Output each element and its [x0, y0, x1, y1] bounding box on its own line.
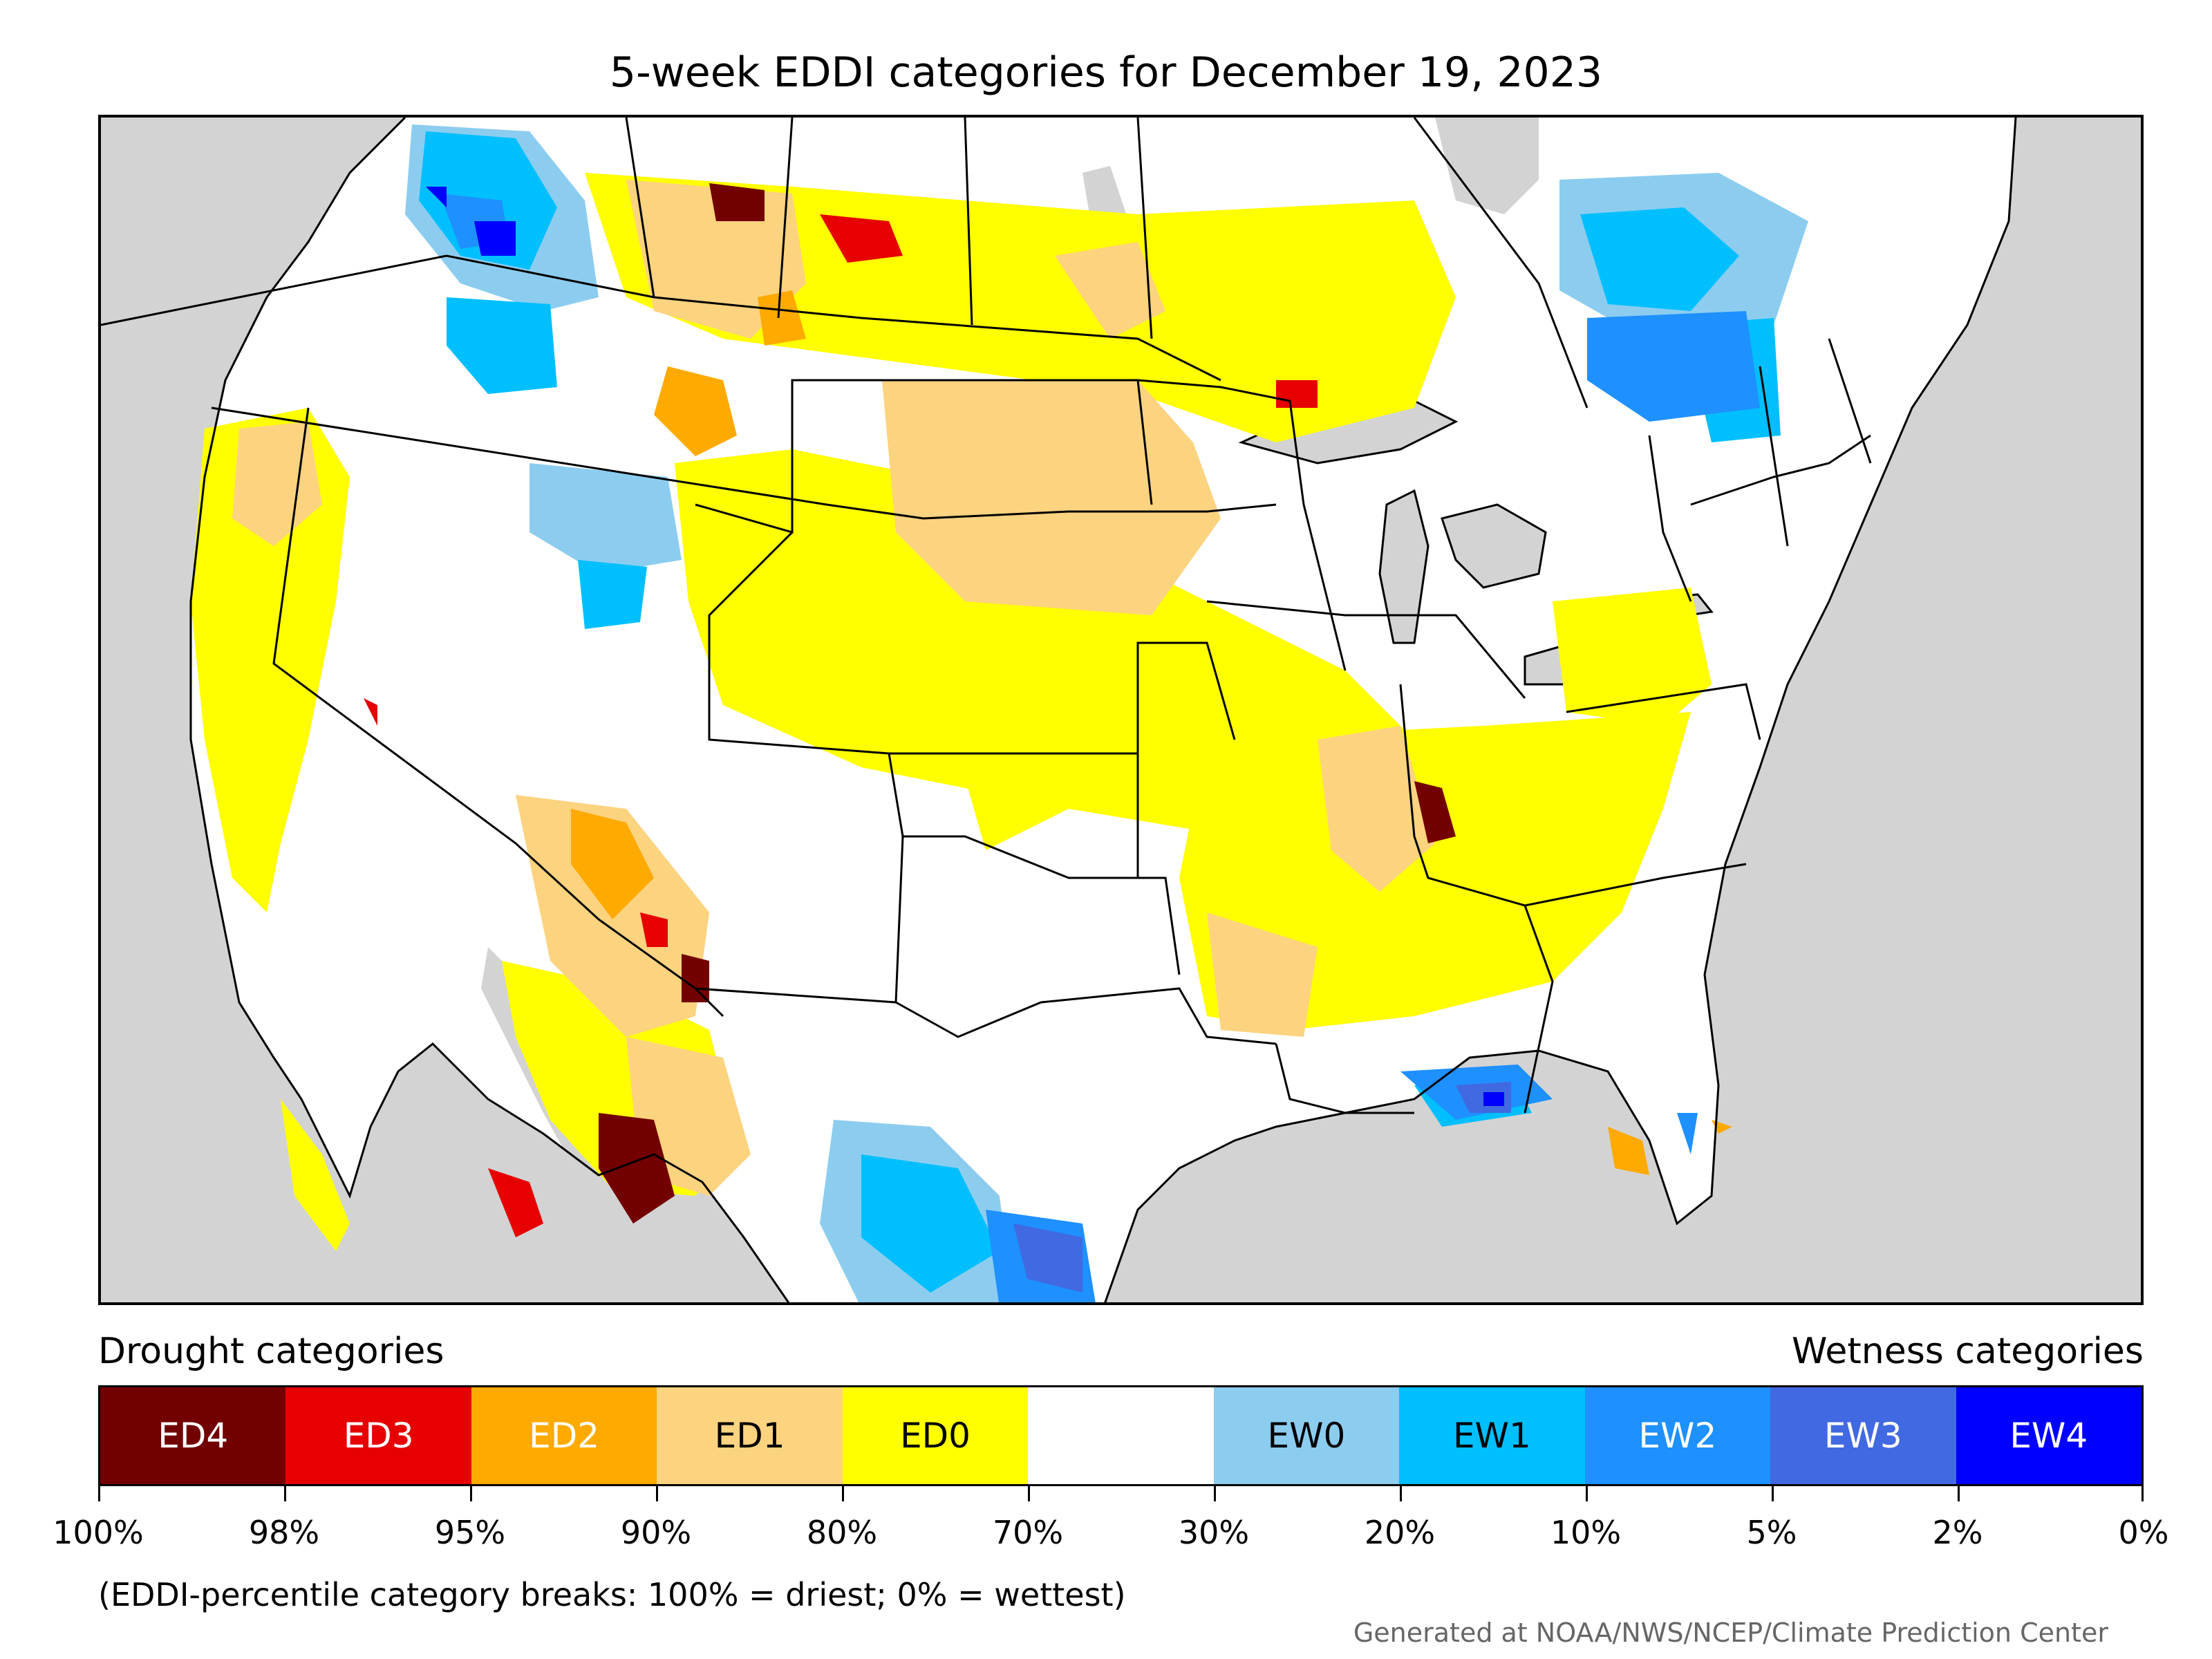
colorbar-tick-label: 70% [992, 1514, 1064, 1551]
colorbar-tick [1400, 1486, 1402, 1501]
category-cell-ew4: EW4 [1956, 1387, 2141, 1484]
colorbar-tick [842, 1486, 844, 1501]
colorbar-tick [470, 1486, 472, 1501]
colorbar-tick [2141, 1486, 2144, 1501]
colorbar-tick [1028, 1486, 1030, 1501]
category-cell-ew3: EW3 [1770, 1387, 1956, 1484]
great-lakes [1238, 393, 1714, 686]
ed4-areas [599, 183, 1456, 1224]
colorbar-tick-label: 10% [1550, 1514, 1622, 1551]
category-cell-none [1028, 1387, 1214, 1484]
colorbar-tick-label: 0% [2118, 1514, 2169, 1551]
category-cell-ed2: ED2 [471, 1387, 657, 1484]
colorbar-tick [1772, 1486, 1774, 1501]
colorbar-tick [656, 1486, 658, 1501]
category-cell-ed3: ED3 [285, 1387, 471, 1484]
category-cell-ew2: EW2 [1584, 1387, 1771, 1484]
credit-line: Generated at NOAA/NWS/NCEP/Climate Predi… [1353, 1618, 2108, 1648]
coastline [189, 118, 2017, 1302]
colorbar-ticks [98, 1486, 2144, 1503]
colorbar-tick-label: 95% [434, 1514, 506, 1551]
category-cell-ew1: EW1 [1399, 1387, 1585, 1484]
colorbar-tick-label: 98% [248, 1514, 320, 1551]
colorbar-tick [1214, 1486, 1216, 1501]
category-cell-ed0: ED0 [842, 1387, 1029, 1484]
colorbar-tick-label: 20% [1364, 1514, 1436, 1551]
colorbar-tick-label: 80% [806, 1514, 878, 1551]
colorbar-tick-label: 100% [53, 1514, 144, 1551]
ew4-areas [426, 187, 1504, 1106]
category-cell-ed1: ED1 [657, 1387, 843, 1484]
percentile-note: (EDDI-percentile category breaks: 100% =… [98, 1576, 1126, 1613]
wetness-legend-title: Wetness categories [1792, 1331, 2144, 1372]
eddi-map [101, 118, 2017, 1302]
colorbar-tick [98, 1486, 100, 1501]
hudson-bay-edge [1435, 118, 1539, 214]
colorbar-tick [1586, 1486, 1588, 1501]
colorbar-tick-label: 5% [1746, 1514, 1797, 1551]
map-frame [98, 115, 2144, 1305]
category-cell-ed4: ED4 [100, 1387, 286, 1484]
map-title: 5-week EDDI categories for December 19, … [609, 48, 1603, 97]
category-colorbar: ED4 ED3 ED2 ED1 ED0 EW0 EW1 EW2 EW3 EW4 [98, 1385, 2144, 1486]
category-cell-ew0: EW0 [1213, 1387, 1400, 1484]
colorbar-tick [1958, 1486, 1960, 1501]
colorbar-tick-label: 2% [1932, 1514, 1983, 1551]
drought-legend-title: Drought categories [98, 1331, 444, 1372]
ed1-areas [232, 180, 1435, 1196]
colorbar-tick [284, 1486, 286, 1501]
state-borders [101, 118, 1872, 1114]
colorbar-tick-label: 30% [1178, 1514, 1250, 1551]
colorbar-tick-label: 90% [620, 1514, 692, 1551]
